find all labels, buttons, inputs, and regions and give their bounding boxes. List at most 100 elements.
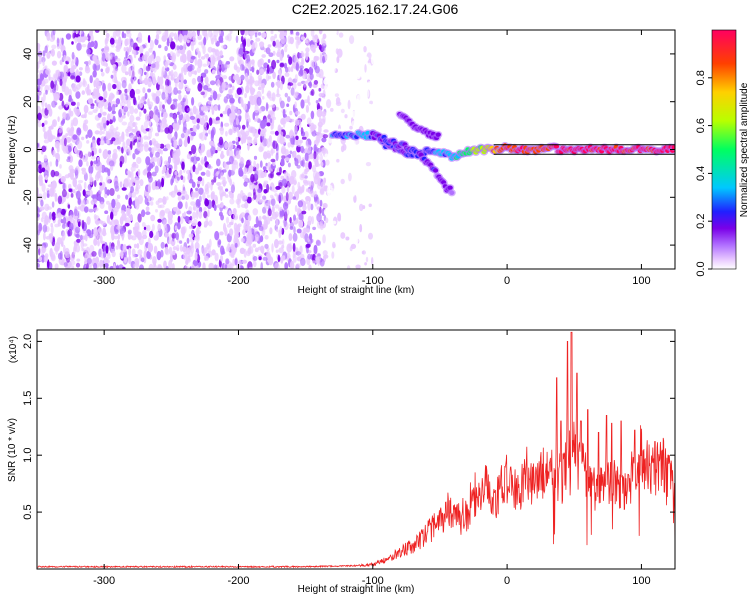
- heatmap-cell: [72, 189, 76, 194]
- heatmap-cell: [55, 158, 59, 167]
- heatmap-cell: [346, 265, 351, 269]
- heatmap-cell: [313, 144, 317, 154]
- heatmap-cell: [232, 208, 237, 215]
- heatmap-cell: [60, 219, 64, 224]
- heatmap-cell: [270, 30, 274, 35]
- heatmap-cell: [111, 250, 116, 258]
- heatmap-cell: [91, 229, 94, 235]
- heatmap-cell: [76, 101, 80, 107]
- heatmap-cell: [194, 251, 198, 261]
- colorbar: 0.0 0.2 0.4 0.6 0.8 Normalized spectral ampl…: [695, 29, 750, 277]
- heatmap-cell: [67, 156, 71, 160]
- heatmap-cell: [208, 220, 213, 227]
- heatmap-cell: [204, 256, 209, 261]
- heatmap-cell: [252, 166, 257, 172]
- heatmap-cell: [272, 71, 276, 80]
- heatmap-cell: [43, 191, 47, 200]
- heatmap-cell: [109, 188, 115, 196]
- heatmap-cell: [82, 78, 86, 86]
- heatmap-cell: [44, 65, 48, 69]
- heatmap-cell: [289, 150, 293, 155]
- heatmap-cell: [297, 82, 302, 87]
- heatmap-cell: [213, 264, 218, 269]
- heatmap-cell: [131, 191, 137, 198]
- heatmap-cell: [309, 44, 316, 51]
- heatmap-cell: [212, 90, 218, 101]
- heatmap-cell: [328, 124, 332, 135]
- heatmap-cell: [223, 122, 230, 127]
- heatmap-cell: [147, 34, 151, 44]
- heatmap-cell: [126, 32, 132, 38]
- heatmap-cell: [295, 61, 299, 71]
- heatmap-cell: [93, 238, 98, 246]
- heatmap-cell: [181, 195, 185, 200]
- heatmap-cell: [159, 210, 165, 220]
- heatmap-cell: [257, 219, 262, 228]
- heatmap-cell: [312, 165, 316, 173]
- heatmap-cell: [320, 188, 324, 195]
- heatmap-cell: [69, 222, 74, 231]
- heatmap-cell: [107, 154, 111, 158]
- heatmap-cell: [110, 230, 115, 237]
- heatmap-cell: [199, 195, 202, 203]
- heatmap-cell: [149, 140, 153, 146]
- heatmap-cell: [184, 216, 190, 223]
- heatmap-cell: [286, 185, 290, 193]
- heatmap-cell: [196, 123, 200, 130]
- heatmap-cell: [298, 70, 304, 77]
- heatmap-cell: [304, 131, 309, 138]
- heatmap-cell: [160, 241, 165, 249]
- heatmap-cell: [359, 224, 363, 233]
- heatmap-cell: [219, 231, 224, 236]
- heatmap-cell: [186, 39, 190, 44]
- colorbar-tick-label: 0.8: [695, 70, 707, 85]
- heatmap-cell: [65, 33, 72, 40]
- heatmap-cell: [280, 118, 285, 125]
- heatmap-cell: [241, 99, 244, 108]
- heatmap-cell: [197, 221, 202, 227]
- heatmap-cell: [74, 184, 78, 191]
- heatmap-cell: [165, 265, 169, 269]
- heatmap-cell: [157, 218, 162, 223]
- heatmap-cell: [228, 88, 232, 95]
- heatmap-cell: [163, 55, 166, 61]
- heatmap-cell: [365, 145, 371, 155]
- heatmap-cell: [42, 60, 45, 67]
- heatmap-cell: [95, 159, 101, 167]
- heatmap-cell: [237, 223, 242, 228]
- heatmap-cell: [140, 124, 144, 133]
- heatmap-cell: [330, 107, 334, 112]
- heatmap-cell: [269, 194, 274, 199]
- heatmap-cell: [284, 92, 288, 98]
- heatmap-cell: [157, 179, 161, 188]
- heatmap-cell: [225, 84, 231, 89]
- heatmap-cell: [287, 142, 291, 148]
- heatmap-cell: [325, 217, 329, 224]
- heatmap-cell: [175, 122, 180, 131]
- heatmap-cell: [345, 240, 351, 248]
- heatmap-cell: [148, 147, 152, 152]
- heatmap-cell: [122, 141, 126, 149]
- heatmap-cell: [254, 80, 260, 87]
- heatmap-cell: [172, 100, 178, 110]
- heatmap-cell: [248, 266, 254, 269]
- heatmap-cell: [247, 192, 252, 198]
- heatmap-cell: [46, 32, 51, 41]
- heatmap-cell: [123, 47, 127, 52]
- heatmap-cell: [275, 218, 279, 227]
- heatmap-cell: [342, 187, 347, 195]
- heatmap-cell: [260, 171, 266, 179]
- heatmap-cell: [129, 88, 135, 99]
- heatmap-cell: [266, 183, 270, 193]
- heatmap-cell: [359, 145, 363, 153]
- heatmap-cell: [671, 145, 675, 150]
- heatmap-cell: [183, 139, 188, 148]
- heatmap-cell: [243, 181, 248, 187]
- heatmap-cell: [89, 176, 94, 183]
- heatmap-cell: [74, 146, 78, 154]
- heatmap-cell: [288, 191, 293, 201]
- heatmap-cell: [116, 194, 121, 199]
- heatmap-cell: [303, 82, 307, 88]
- heatmap-cell: [169, 233, 172, 240]
